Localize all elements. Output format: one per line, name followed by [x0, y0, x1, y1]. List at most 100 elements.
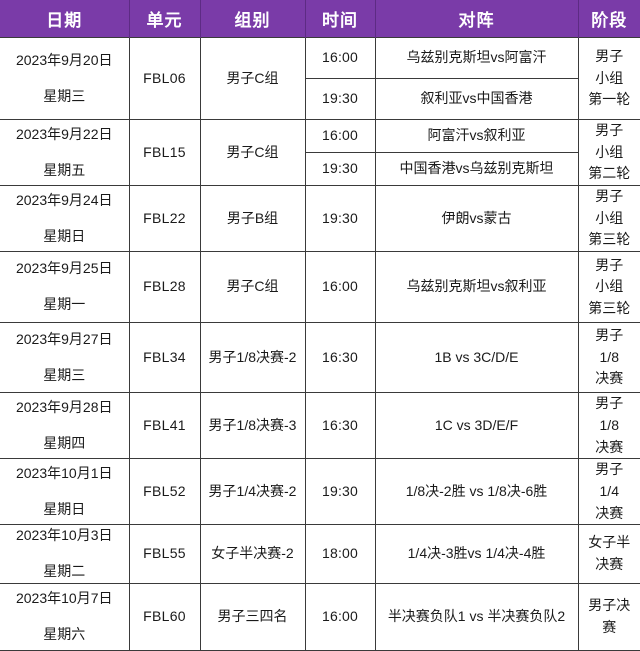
cell-group: 男子C组: [199, 118, 306, 187]
cell-date: 2023年10月7日 星期六: [0, 582, 130, 651]
cell-time: 19:30: [304, 458, 376, 526]
cell-unit: FBL15: [128, 118, 201, 187]
stage-line: 赛: [602, 618, 617, 635]
table-row: 2023年9月25日 星期一 FBL28 男子C组 16:00 乌兹别克斯坦vs叙利亚 男子…: [0, 251, 640, 324]
stage-line: 男子: [595, 122, 624, 138]
weekday-value: 星期日: [43, 500, 86, 517]
cell-stage: 男子 小组 第三轮: [577, 185, 640, 253]
cell-unit: FBL06: [128, 37, 201, 120]
stage-line: 男子决: [588, 596, 631, 613]
table-row: 2023年9月28日 星期四 FBL41 男子1/8决赛-3 16:30 1C vs 3D…: [0, 392, 640, 460]
date-value: 2023年9月25日: [15, 260, 113, 277]
cell-time: 16:00: [304, 251, 376, 324]
weekday-value: 星期日: [43, 227, 86, 244]
cell-unit: FBL60: [128, 582, 201, 651]
column-header-group: 组别: [200, 0, 306, 38]
cell-stage: 男子决赛: [577, 582, 640, 651]
cell-unit: FBL55: [128, 524, 201, 584]
cell-time: 16:00: [304, 118, 376, 154]
stage-line: 决赛: [595, 438, 624, 455]
cell-time: 19:30: [305, 78, 376, 120]
cell-date: 2023年10月3日 星期二: [0, 524, 130, 584]
cell-matchup: 中国香港vs乌兹别克斯坦: [374, 152, 578, 187]
date-value: 2023年9月24日: [15, 191, 113, 208]
cell-matchup: 乌兹别克斯坦vs叙利亚: [374, 251, 579, 324]
weekday-value: 星期四: [43, 434, 86, 451]
stage-line: 1/8: [599, 348, 619, 365]
cell-date: 2023年10月1日 星期日: [0, 458, 130, 526]
cell-group: 男子C组: [199, 251, 306, 324]
stage-line: 小组: [595, 69, 624, 86]
stage-line: 女子半: [588, 534, 631, 551]
table-row: 2023年9月20日 星期三 FBL06 男子C组 16:00 乌兹别克斯坦vs阿富汗 男子…: [0, 37, 640, 120]
cell-date: 2023年9月28日 星期四: [0, 392, 130, 460]
cell-group: 男子B组: [199, 185, 306, 253]
cell-group: 男子C组: [199, 37, 306, 120]
stage-line: 男子: [595, 188, 624, 205]
cell-unit: FBL22: [128, 185, 201, 253]
cell-stage: 男子 1/4 决赛: [577, 458, 640, 526]
cell-time: 16:00: [304, 582, 376, 651]
stage-line: 1/8: [599, 416, 619, 433]
stage-line: 1/4: [599, 482, 619, 499]
cell-time: 16:30: [304, 392, 376, 460]
table-row: 2023年9月27日 星期三 FBL34 男子1/8决赛-2 16:30 1B vs 3C…: [0, 322, 640, 394]
cell-matchup: 伊朗vs蒙古: [374, 185, 579, 253]
stage-line: 男子: [595, 47, 624, 64]
date-value: 2023年10月3日: [15, 527, 113, 544]
cell-matchup: 1C vs 3D/E/F: [374, 392, 579, 460]
cell-matchup: 1B vs 3C/D/E: [374, 322, 579, 394]
date-value: 2023年10月1日: [15, 465, 113, 482]
cell-stage: 男子 1/8 决赛: [577, 322, 640, 394]
date-value: 2023年9月22日: [15, 125, 113, 142]
table-row: 19:30 中国香港vs乌兹别克斯坦: [0, 152, 640, 187]
stage-line: 男子: [595, 327, 624, 344]
cell-stage: 男子 小组 第二轮: [577, 118, 640, 187]
column-header-stage: 阶段: [578, 0, 640, 38]
cell-stage: 男子 小组 第一轮: [577, 37, 640, 120]
stage-line: 小组: [595, 209, 624, 226]
cell-group: 男子1/4决赛-2: [199, 458, 306, 526]
cell-unit: FBL34: [128, 322, 201, 394]
cell-matchup: 叙利亚vs中国香港: [374, 78, 578, 120]
weekday-value: 星期三: [43, 87, 86, 104]
cell-date: 2023年9月25日 星期一: [0, 251, 130, 324]
weekday-value: 星期三: [43, 366, 86, 383]
cell-time: 16:30: [304, 322, 376, 394]
column-header-date: 日期: [0, 0, 130, 38]
stage-line: 决赛: [595, 555, 624, 572]
stage-line: 决赛: [595, 504, 624, 521]
stage-line: 男子: [595, 256, 624, 273]
table-row: 19:30 叙利亚vs中国香港: [0, 78, 640, 120]
weekday-value: 星期一: [43, 296, 86, 313]
stage-line: 小组: [595, 143, 624, 160]
table-row: 2023年9月24日 星期日 FBL22 男子B组 19:30 伊朗vs蒙古 男子 小组 第三轮: [0, 185, 640, 253]
cell-matchup: 乌兹别克斯坦vs阿富汗: [374, 37, 579, 79]
cell-stage: 男子 小组 第三轮: [577, 251, 640, 324]
column-header-unit: 单元: [129, 0, 201, 38]
column-header-time: 时间: [305, 0, 376, 38]
stage-line: 决赛: [595, 370, 624, 387]
cell-date: 2023年9月20日 星期三: [0, 37, 130, 120]
cell-date: 2023年9月24日 星期日: [0, 185, 130, 253]
cell-stage: 女子半 决赛: [577, 524, 640, 584]
stage-line: 第三轮: [588, 231, 631, 248]
cell-matchup: 1/8决-2胜 vs 1/8决-6胜: [374, 458, 579, 526]
date-value: 2023年9月20日: [15, 51, 113, 68]
cell-unit: FBL41: [128, 392, 201, 460]
stage-line: 第三轮: [588, 299, 631, 316]
date-value: 2023年9月28日: [15, 398, 113, 415]
cell-matchup: 阿富汗vs叙利亚: [374, 118, 579, 154]
cell-date: 2023年9月22日 星期五: [0, 118, 130, 187]
weekday-value: 星期五: [43, 161, 86, 178]
cell-group: 男子1/8决赛-2: [199, 322, 306, 394]
stage-line: 第二轮: [588, 165, 631, 182]
table-body: 2023年9月20日 星期三 FBL06 男子C组 16:00 乌兹别克斯坦vs阿富汗 男子…: [0, 37, 640, 651]
cell-unit: FBL28: [128, 251, 201, 324]
cell-date: 2023年9月27日 星期三: [0, 322, 130, 394]
weekday-value: 星期六: [43, 625, 86, 642]
cell-time: 19:30: [305, 152, 376, 187]
table-row: 2023年10月1日 星期日 FBL52 男子1/4决赛-2 19:30 1/8决-2胜 …: [0, 458, 640, 526]
table-row: 2023年9月22日 星期五 FBL15 男子C组 16:00 阿富汗vs叙利亚 男子 小组第…: [0, 118, 640, 187]
cell-time: 16:00: [304, 37, 376, 79]
